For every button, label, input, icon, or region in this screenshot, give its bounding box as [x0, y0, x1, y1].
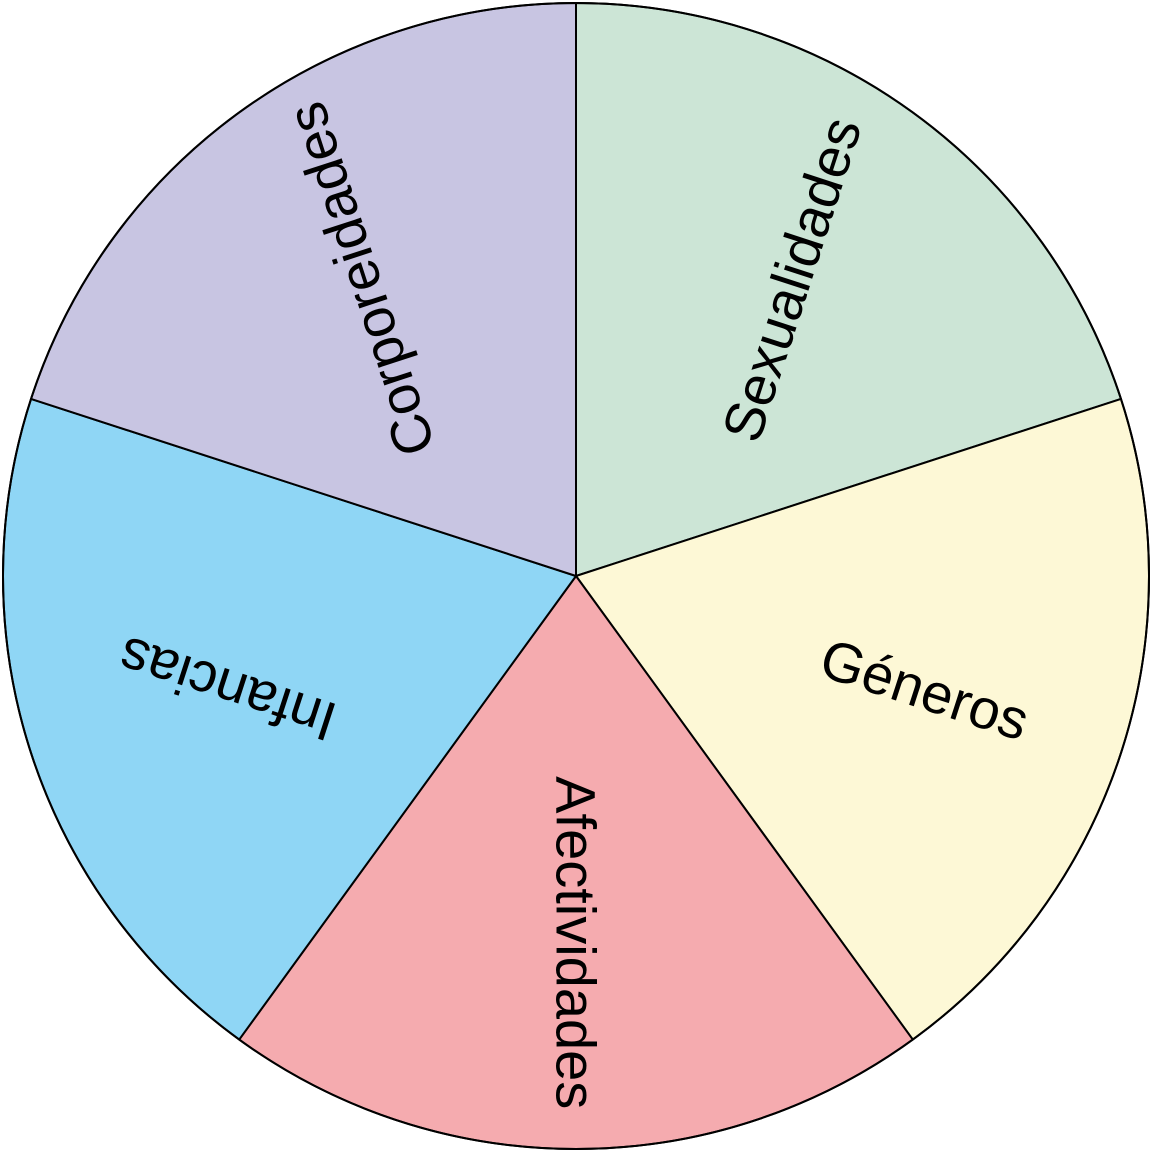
wheel-label-afectividades: Afectividades — [545, 776, 608, 1109]
